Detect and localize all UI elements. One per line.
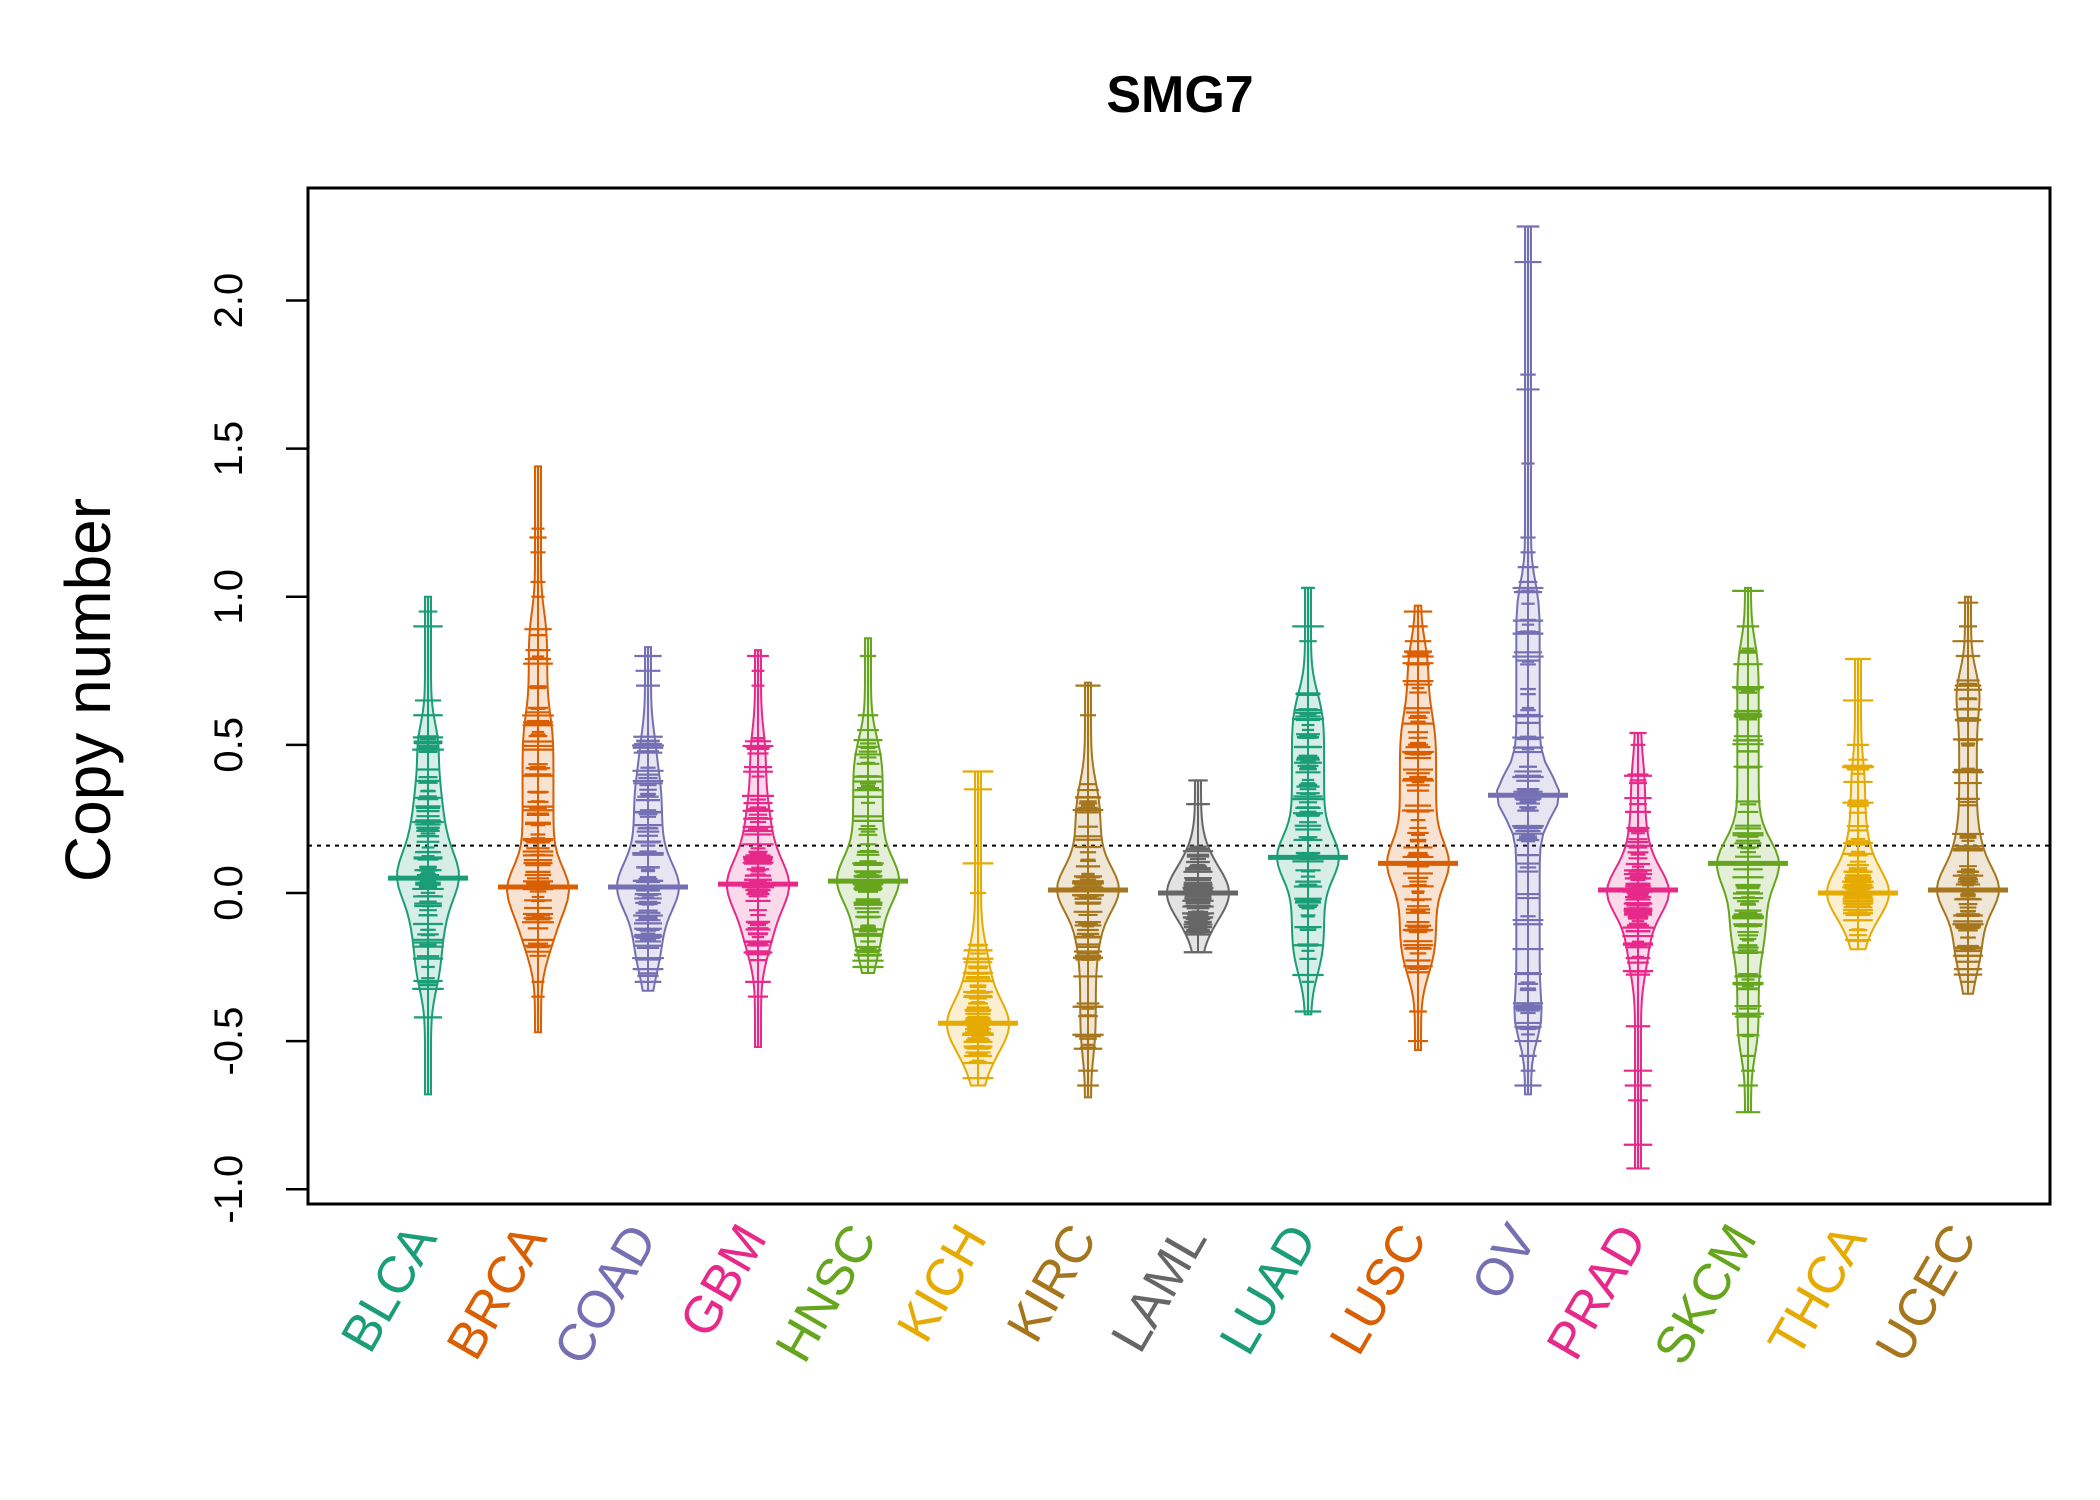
x-tick-label: BRCA (436, 1215, 559, 1369)
x-tick-label: BLCA (330, 1215, 448, 1362)
bean-ov (1488, 225, 1568, 1096)
bean-prad (1598, 731, 1678, 1170)
bean-gbm (718, 649, 798, 1049)
beans-group (388, 225, 2008, 1170)
bean-laml (1158, 779, 1238, 954)
y-tick-label: -1.0 (207, 1155, 251, 1224)
chart-title: SMG7 (1106, 66, 1253, 124)
bean-kirc (1048, 681, 1128, 1099)
plot-frame (306, 186, 2052, 1206)
x-tick-label: SKCM (1643, 1215, 1768, 1374)
x-tick-label: LAML (1100, 1215, 1218, 1362)
bean-luad (1268, 586, 1348, 1016)
x-tick-label: LUSC (1319, 1215, 1439, 1364)
x-tick-label: PRAD (1536, 1215, 1658, 1369)
x-tick-label: HNSC (764, 1215, 888, 1372)
bean-thca (1818, 657, 1898, 951)
x-tick-label: KICH (886, 1215, 998, 1352)
bean-lusc (1378, 604, 1458, 1051)
bean-blca (388, 595, 468, 1096)
bean-kich (938, 770, 1018, 1087)
bean-hnsc (828, 637, 908, 974)
x-tick-label: THCA (1757, 1215, 1878, 1367)
y-tick-label: 0.0 (207, 865, 251, 921)
x-tick-label: UCEC (1864, 1215, 1988, 1372)
x-tick-label: LUAD (1209, 1215, 1329, 1364)
y-tick-label: 1.5 (207, 421, 251, 477)
y-axis-label: Copy number (52, 498, 124, 882)
x-tick-label: COAD (543, 1215, 668, 1374)
x-tick-label: KIRC (996, 1215, 1108, 1352)
x-tick-label: GBM (669, 1215, 778, 1347)
bean-skcm (1708, 586, 1788, 1114)
y-axis: -1.0 -0.5 0.0 0.5 1.0 1.5 2.0 (207, 273, 310, 1224)
x-tick-label: OV (1461, 1215, 1549, 1309)
bean-coad (608, 646, 688, 992)
y-tick-label: 1.0 (207, 569, 251, 625)
y-tick-label: 2.0 (207, 273, 251, 329)
bean-brca (498, 465, 578, 1034)
bean-ucec (1928, 595, 2008, 995)
y-tick-label: -0.5 (207, 1007, 251, 1076)
y-tick-label: 0.5 (207, 717, 251, 773)
